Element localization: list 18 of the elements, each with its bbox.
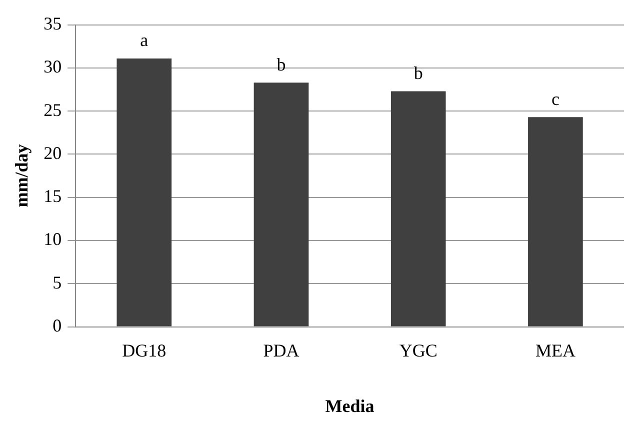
y-tick-label: 15 bbox=[44, 186, 62, 206]
x-tick-label: DG18 bbox=[122, 340, 166, 360]
x-tick-label: YGC bbox=[399, 340, 438, 360]
y-tick-label: 25 bbox=[44, 100, 62, 120]
y-tick-label: 0 bbox=[52, 316, 62, 336]
annotation: b bbox=[276, 54, 286, 74]
x-tick-label: MEA bbox=[535, 340, 576, 360]
y-tick-label: 10 bbox=[44, 229, 62, 250]
y-tick-label: 20 bbox=[44, 142, 62, 163]
y-axis-title: mm/day bbox=[11, 144, 32, 208]
annotation: b bbox=[414, 62, 423, 83]
y-tick-label: 5 bbox=[52, 272, 62, 292]
annotation: c bbox=[551, 88, 560, 109]
x-axis-title: Media bbox=[325, 396, 374, 416]
x-tick-label: PDA bbox=[263, 340, 300, 360]
y-tick-label: 30 bbox=[44, 56, 62, 77]
annotation: a bbox=[140, 30, 148, 50]
y-tick-label: 35 bbox=[44, 14, 62, 34]
